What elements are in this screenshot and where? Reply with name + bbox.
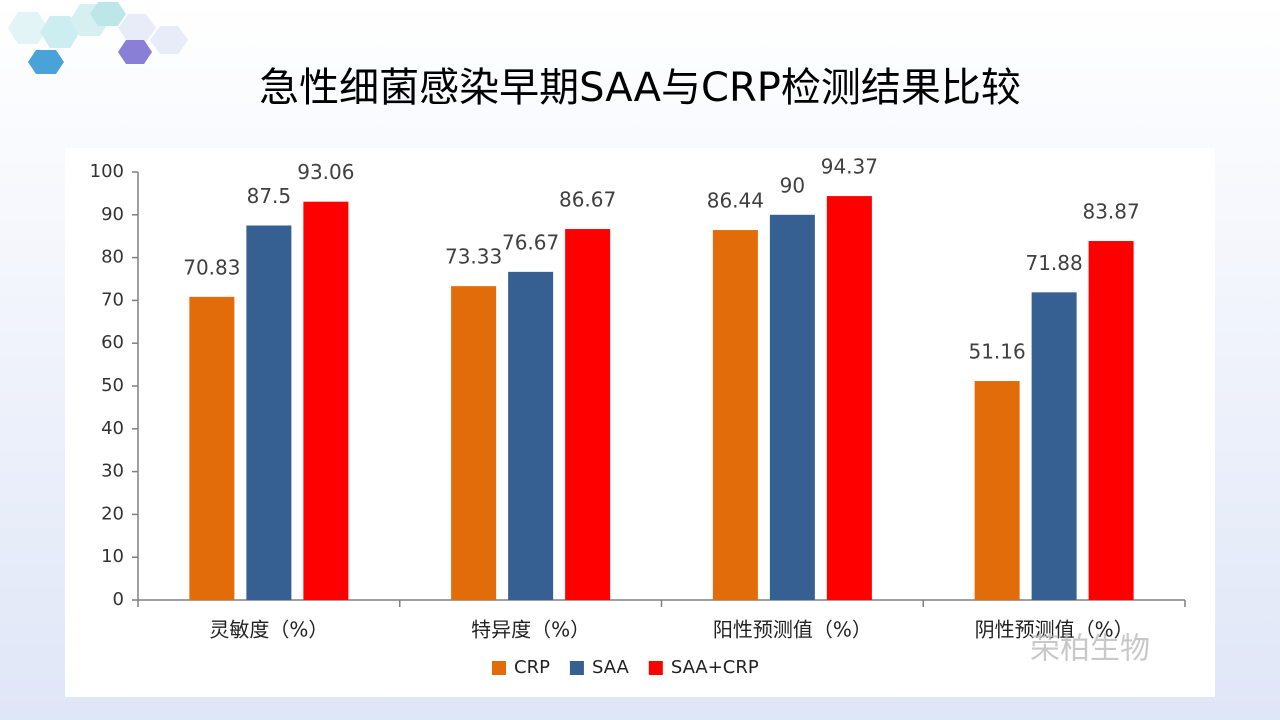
legend-label: SAA <box>592 657 630 678</box>
x-tick-label: 特异度（%） <box>471 618 590 642</box>
data-label: 51.16 <box>968 340 1025 364</box>
bar <box>508 271 554 600</box>
data-label: 76.67 <box>502 230 559 254</box>
y-tick-label: 60 <box>101 332 124 353</box>
y-tick-label: 20 <box>101 503 124 524</box>
data-label: 83.87 <box>1082 200 1139 224</box>
data-label: 73.33 <box>445 245 502 269</box>
y-tick-label: 80 <box>101 247 124 268</box>
data-label: 86.44 <box>707 189 764 213</box>
bar <box>246 225 292 600</box>
legend-swatch <box>569 661 584 675</box>
data-label: 93.06 <box>297 160 354 184</box>
y-tick-label: 90 <box>101 204 124 225</box>
x-tick-label: 灵敏度（%） <box>209 618 328 642</box>
chart-title: 急性细菌感染早期SAA与CRP检测结果比较 <box>259 65 1021 111</box>
bar <box>769 214 815 601</box>
y-tick-label: 10 <box>101 546 124 567</box>
legend-swatch <box>492 661 506 675</box>
y-tick-label: 50 <box>101 375 124 396</box>
bar <box>303 201 349 601</box>
x-tick-label: 阳性预测值（%） <box>713 618 872 642</box>
y-tick-label: 30 <box>101 461 124 482</box>
bar <box>826 196 872 600</box>
x-tick-label: 阴性预测值（%） <box>975 618 1134 642</box>
data-label: 71.88 <box>1025 251 1082 275</box>
bar <box>451 286 497 600</box>
bar <box>189 296 235 600</box>
y-tick-label: 100 <box>90 161 124 182</box>
legend-label: CRP <box>514 657 550 678</box>
y-tick-label: 70 <box>101 289 124 310</box>
data-label: 70.83 <box>183 255 240 279</box>
legend-swatch <box>648 661 663 675</box>
data-label: 86.67 <box>559 188 616 212</box>
data-label: 94.37 <box>821 155 878 179</box>
bar <box>1031 292 1077 600</box>
legend-label: SAA+CRP <box>671 657 759 678</box>
data-label: 87.5 <box>247 184 292 208</box>
y-tick-label: 40 <box>101 418 124 439</box>
bar <box>712 230 758 600</box>
bar <box>1088 241 1134 600</box>
bar <box>974 381 1020 600</box>
data-label: 90 <box>780 173 805 197</box>
hexagon-decoration <box>8 2 188 74</box>
bar <box>565 229 611 600</box>
watermark: 荣柏生物 <box>1030 632 1150 667</box>
y-tick-label: 0 <box>113 589 124 610</box>
